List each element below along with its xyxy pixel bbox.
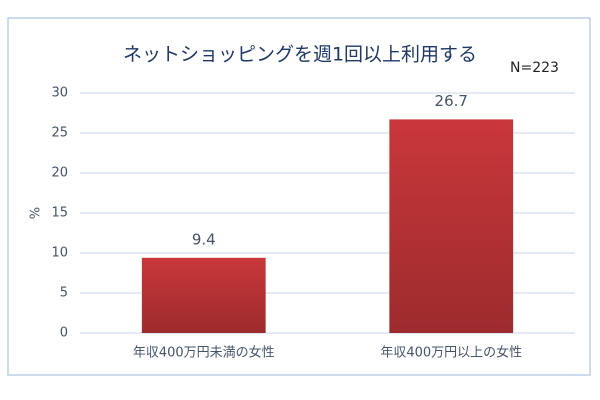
y-tick-label: 10 [51, 246, 68, 261]
y-axis-label: % [29, 207, 44, 219]
bar-shade [141, 257, 266, 333]
y-tick-label: 20 [51, 166, 68, 181]
data-label: 26.7 [435, 92, 468, 110]
chart-title: ネットショッピングを週1回以上利用する [123, 44, 477, 66]
y-tick-label: 30 [51, 86, 68, 101]
y-tick-label: 25 [51, 126, 68, 141]
annotation: N=223 [510, 60, 559, 76]
x-tick-label: 年収400万円以上の女性 [380, 345, 522, 361]
bar-shade [389, 119, 514, 334]
data-label: 9.4 [192, 230, 216, 248]
y-tick-label: 0 [60, 326, 68, 341]
chart-frame [7, 17, 591, 376]
y-tick-label: 15 [51, 206, 68, 221]
x-tick-label: 年収400万円未満の女性 [133, 345, 275, 361]
y-tick-label: 5 [60, 286, 68, 301]
